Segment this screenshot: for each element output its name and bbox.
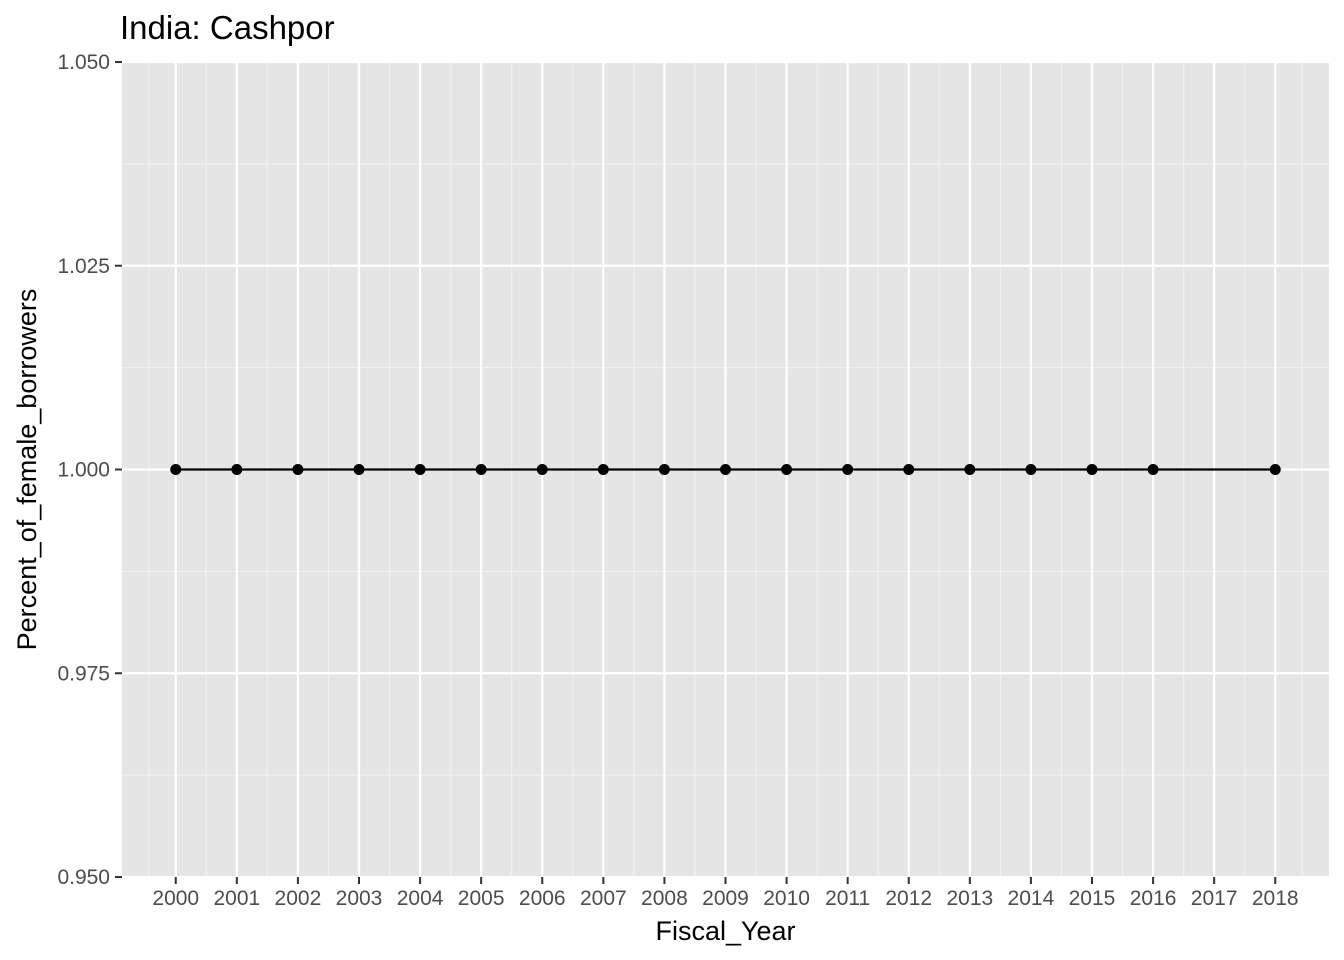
data-point [658,464,670,475]
y-axis-title: Percent_of_female_borrowers [12,289,42,651]
y-tick-label: 0.950 [57,866,110,889]
x-tick-label: 2002 [275,887,322,910]
data-point [353,464,365,475]
x-axis: 2000 2001 2002 2003 2004 2005 2006 2007 2008 2009… [152,877,1299,910]
y-tick-label: 1.050 [57,51,110,74]
x-tick-label: 2004 [397,887,444,910]
x-axis-title: Fiscal_Year [655,916,795,946]
data-point [170,464,182,475]
x-tick-label: 2014 [1008,887,1055,910]
x-tick-label: 2016 [1130,887,1177,910]
data-point [842,464,854,475]
x-tick-label: 2003 [336,887,383,910]
y-tick-label: 1.000 [57,459,110,482]
x-tick-label: 2017 [1191,887,1238,910]
x-tick-label: 2012 [885,887,932,910]
data-point [414,464,426,475]
data-point [964,464,976,475]
x-tick-label: 2013 [946,887,993,910]
data-point [292,464,304,475]
chart-title: India: Cashpor [120,9,335,46]
x-tick-label: 2010 [763,887,810,910]
data-point [1086,464,1098,475]
data-point [1269,464,1281,475]
data-point [720,464,731,475]
x-tick-label: 2018 [1252,887,1299,910]
x-tick-label: 2008 [641,887,688,910]
series-layer [170,464,1281,475]
data-point [781,464,793,475]
data-point [597,464,609,475]
y-axis: 0.950 0.975 1.000 1.025 1.050 [57,51,122,889]
data-point [536,464,548,475]
x-tick-label: 2011 [825,887,870,910]
data-point [1025,464,1037,475]
y-tick-label: 0.975 [57,662,110,685]
x-tick-label: 2006 [519,887,566,910]
x-tick-label: 2000 [152,887,199,910]
x-tick-label: 2007 [580,887,627,910]
data-point [475,464,487,475]
x-tick-label: 2015 [1069,887,1116,910]
data-point [1147,464,1159,475]
data-point [231,464,243,475]
y-tick-label: 1.025 [57,255,110,278]
data-point [903,464,915,475]
x-tick-label: 2005 [458,887,505,910]
x-tick-label: 2009 [702,887,749,910]
x-tick-label: 2001 [213,887,260,910]
